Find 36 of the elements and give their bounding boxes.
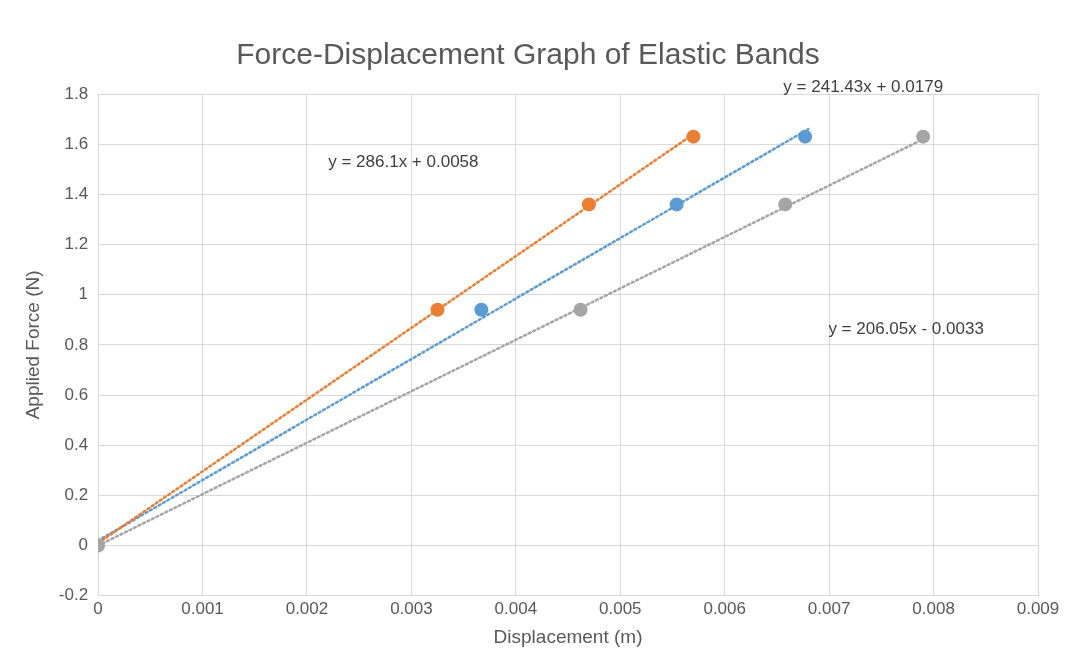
- y-tick-label: 1.8: [64, 83, 89, 103]
- point: [916, 129, 931, 144]
- point: [686, 129, 701, 144]
- y-tick-label: 0.2: [64, 485, 89, 505]
- point: [581, 197, 596, 212]
- y-axis-title: Applied Force (N): [21, 270, 43, 420]
- x-tick-label: 0.005: [598, 598, 642, 618]
- point: [778, 197, 793, 212]
- x-tick-label: 0: [93, 598, 103, 618]
- y-tick-label: 1.2: [64, 234, 89, 254]
- point: [430, 302, 445, 317]
- y-tick-label: 1: [78, 284, 89, 304]
- x-tick-label: 0.001: [181, 598, 224, 618]
- annotation: y = 206.05x - 0.0033: [828, 318, 984, 338]
- x-tick-label: 0.004: [494, 598, 538, 618]
- point: [798, 129, 813, 144]
- y-tick-label: 1.6: [64, 133, 89, 153]
- x-tick-label: 0.008: [912, 598, 955, 618]
- y-tick-label: 0.4: [64, 434, 89, 454]
- chart-title: Force-Displacement Graph of Elastic Bands: [236, 37, 820, 71]
- point: [474, 302, 489, 317]
- x-tick-label: 0.007: [807, 598, 851, 618]
- y-tick-label: -0.2: [58, 585, 89, 605]
- point: [669, 197, 684, 212]
- y-tick-label: 0.6: [64, 384, 89, 404]
- x-tick-label: 0.003: [390, 598, 433, 618]
- y-tick-label: 1.4: [64, 184, 89, 204]
- y-tick-label: 0.8: [64, 334, 89, 354]
- annotation: y = 286.1x + 0.0058: [328, 151, 479, 171]
- point: [573, 302, 588, 317]
- x-tick-label: 0.006: [703, 598, 746, 618]
- y-tick-label: 0: [78, 535, 89, 555]
- x-axis-title: Displacement (m): [493, 625, 643, 647]
- x-tick-label: 0.009: [1016, 598, 1060, 618]
- annotation: y = 241.43x + 0.0179: [783, 76, 944, 96]
- x-tick-label: 0.002: [285, 598, 329, 618]
